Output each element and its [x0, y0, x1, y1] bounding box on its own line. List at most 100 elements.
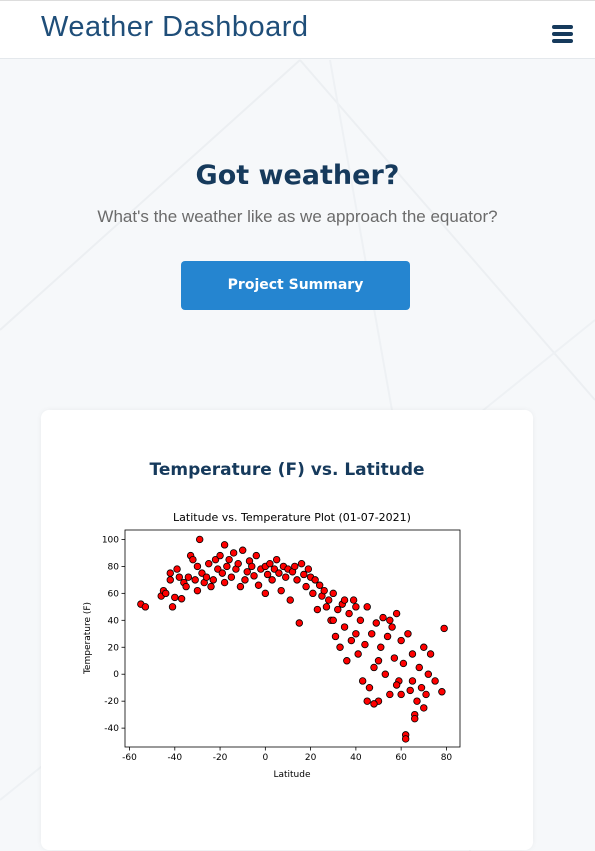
data-point	[193, 562, 202, 571]
data-point	[266, 559, 274, 568]
data-point	[293, 576, 301, 584]
data-point	[291, 562, 299, 571]
data-point	[352, 603, 360, 611]
data-point	[415, 663, 423, 672]
data-point	[343, 657, 351, 665]
data-point	[340, 623, 349, 631]
data-point	[354, 650, 362, 658]
chart: Latitude vs. Temperature Plot (01-07-202…	[83, 511, 461, 780]
data-point	[426, 650, 435, 658]
data-point	[254, 581, 263, 589]
data-point	[374, 657, 383, 665]
data-point	[162, 589, 170, 598]
data-point	[370, 700, 378, 708]
x-tick-label: -60	[122, 753, 137, 763]
data-point	[358, 677, 367, 685]
data-point	[295, 619, 303, 627]
data-point	[322, 603, 331, 611]
x-tick-label: 80	[441, 753, 453, 763]
data-point	[340, 596, 349, 604]
data-point	[239, 546, 247, 554]
data-point	[313, 605, 322, 614]
data-point	[411, 714, 419, 723]
data-point	[270, 565, 279, 573]
data-point	[211, 555, 220, 564]
data-point	[175, 573, 184, 581]
data-point	[166, 576, 174, 584]
data-point	[325, 596, 333, 604]
x-tick-label: 20	[305, 753, 317, 763]
data-point	[392, 681, 401, 689]
data-point	[202, 573, 211, 581]
data-point	[390, 654, 399, 662]
data-point	[329, 616, 337, 625]
data-point	[182, 582, 190, 591]
data-point	[277, 586, 285, 595]
navbar: Weather Dashboard	[0, 0, 595, 59]
data-point	[386, 690, 394, 699]
data-point	[297, 559, 306, 568]
data-point	[347, 636, 356, 645]
data-point	[334, 605, 342, 614]
y-axis-label: Temperature (F)	[83, 602, 93, 675]
data-point	[241, 576, 249, 584]
data-point	[261, 589, 270, 598]
data-point	[417, 683, 426, 692]
data-point	[383, 632, 392, 641]
data-point	[370, 663, 378, 672]
summary-button[interactable]: Project Summary	[181, 261, 410, 310]
data-point	[225, 555, 233, 564]
data-point	[320, 586, 328, 595]
data-point	[252, 551, 260, 560]
data-point	[363, 697, 371, 705]
data-point	[198, 569, 206, 577]
data-point	[218, 569, 227, 577]
data-point	[141, 603, 150, 611]
data-point	[368, 630, 376, 638]
x-axis-label: Latitude	[273, 770, 311, 780]
data-point	[345, 609, 353, 618]
data-point	[166, 569, 174, 577]
data-point	[377, 643, 385, 651]
y-tick-label: 60	[108, 589, 120, 599]
data-point	[424, 670, 433, 678]
data-point	[352, 630, 360, 638]
card-title: Temperature (F) vs. Latitude	[149, 460, 425, 480]
data-point	[223, 562, 231, 571]
y-tick-label: 80	[108, 562, 120, 572]
data-point	[361, 640, 369, 649]
data-point	[386, 616, 394, 625]
data-point	[388, 623, 396, 631]
data-point	[177, 595, 186, 603]
data-point	[275, 569, 283, 577]
data-point	[216, 551, 224, 560]
data-point	[356, 616, 365, 625]
data-point	[399, 659, 408, 668]
data-point	[420, 704, 428, 712]
data-point	[331, 632, 340, 641]
data-point	[220, 541, 229, 549]
menu-button[interactable]	[552, 23, 574, 43]
data-point	[268, 576, 276, 584]
data-point	[420, 643, 428, 651]
data-point	[413, 697, 421, 705]
data-point	[365, 683, 374, 692]
hero-title: Got weather?	[195, 160, 400, 191]
data-point	[300, 570, 308, 579]
y-tick-label: 100	[102, 535, 119, 545]
data-point	[195, 535, 204, 544]
data-point	[248, 562, 256, 571]
data-point	[171, 593, 179, 602]
y-tick-label: 20	[108, 643, 120, 653]
data-point	[397, 636, 405, 645]
brand[interactable]: Weather Dashboard	[41, 11, 309, 43]
data-point	[349, 596, 358, 604]
x-tick-label: 0	[262, 753, 268, 763]
chart-title: Latitude vs. Temperature Plot (01-07-202…	[173, 511, 411, 524]
x-tick-label: -40	[167, 753, 182, 763]
data-point	[372, 619, 380, 627]
x-tick-label: 60	[395, 753, 407, 763]
x-tick-label: -20	[213, 753, 228, 763]
data-point	[193, 586, 202, 595]
